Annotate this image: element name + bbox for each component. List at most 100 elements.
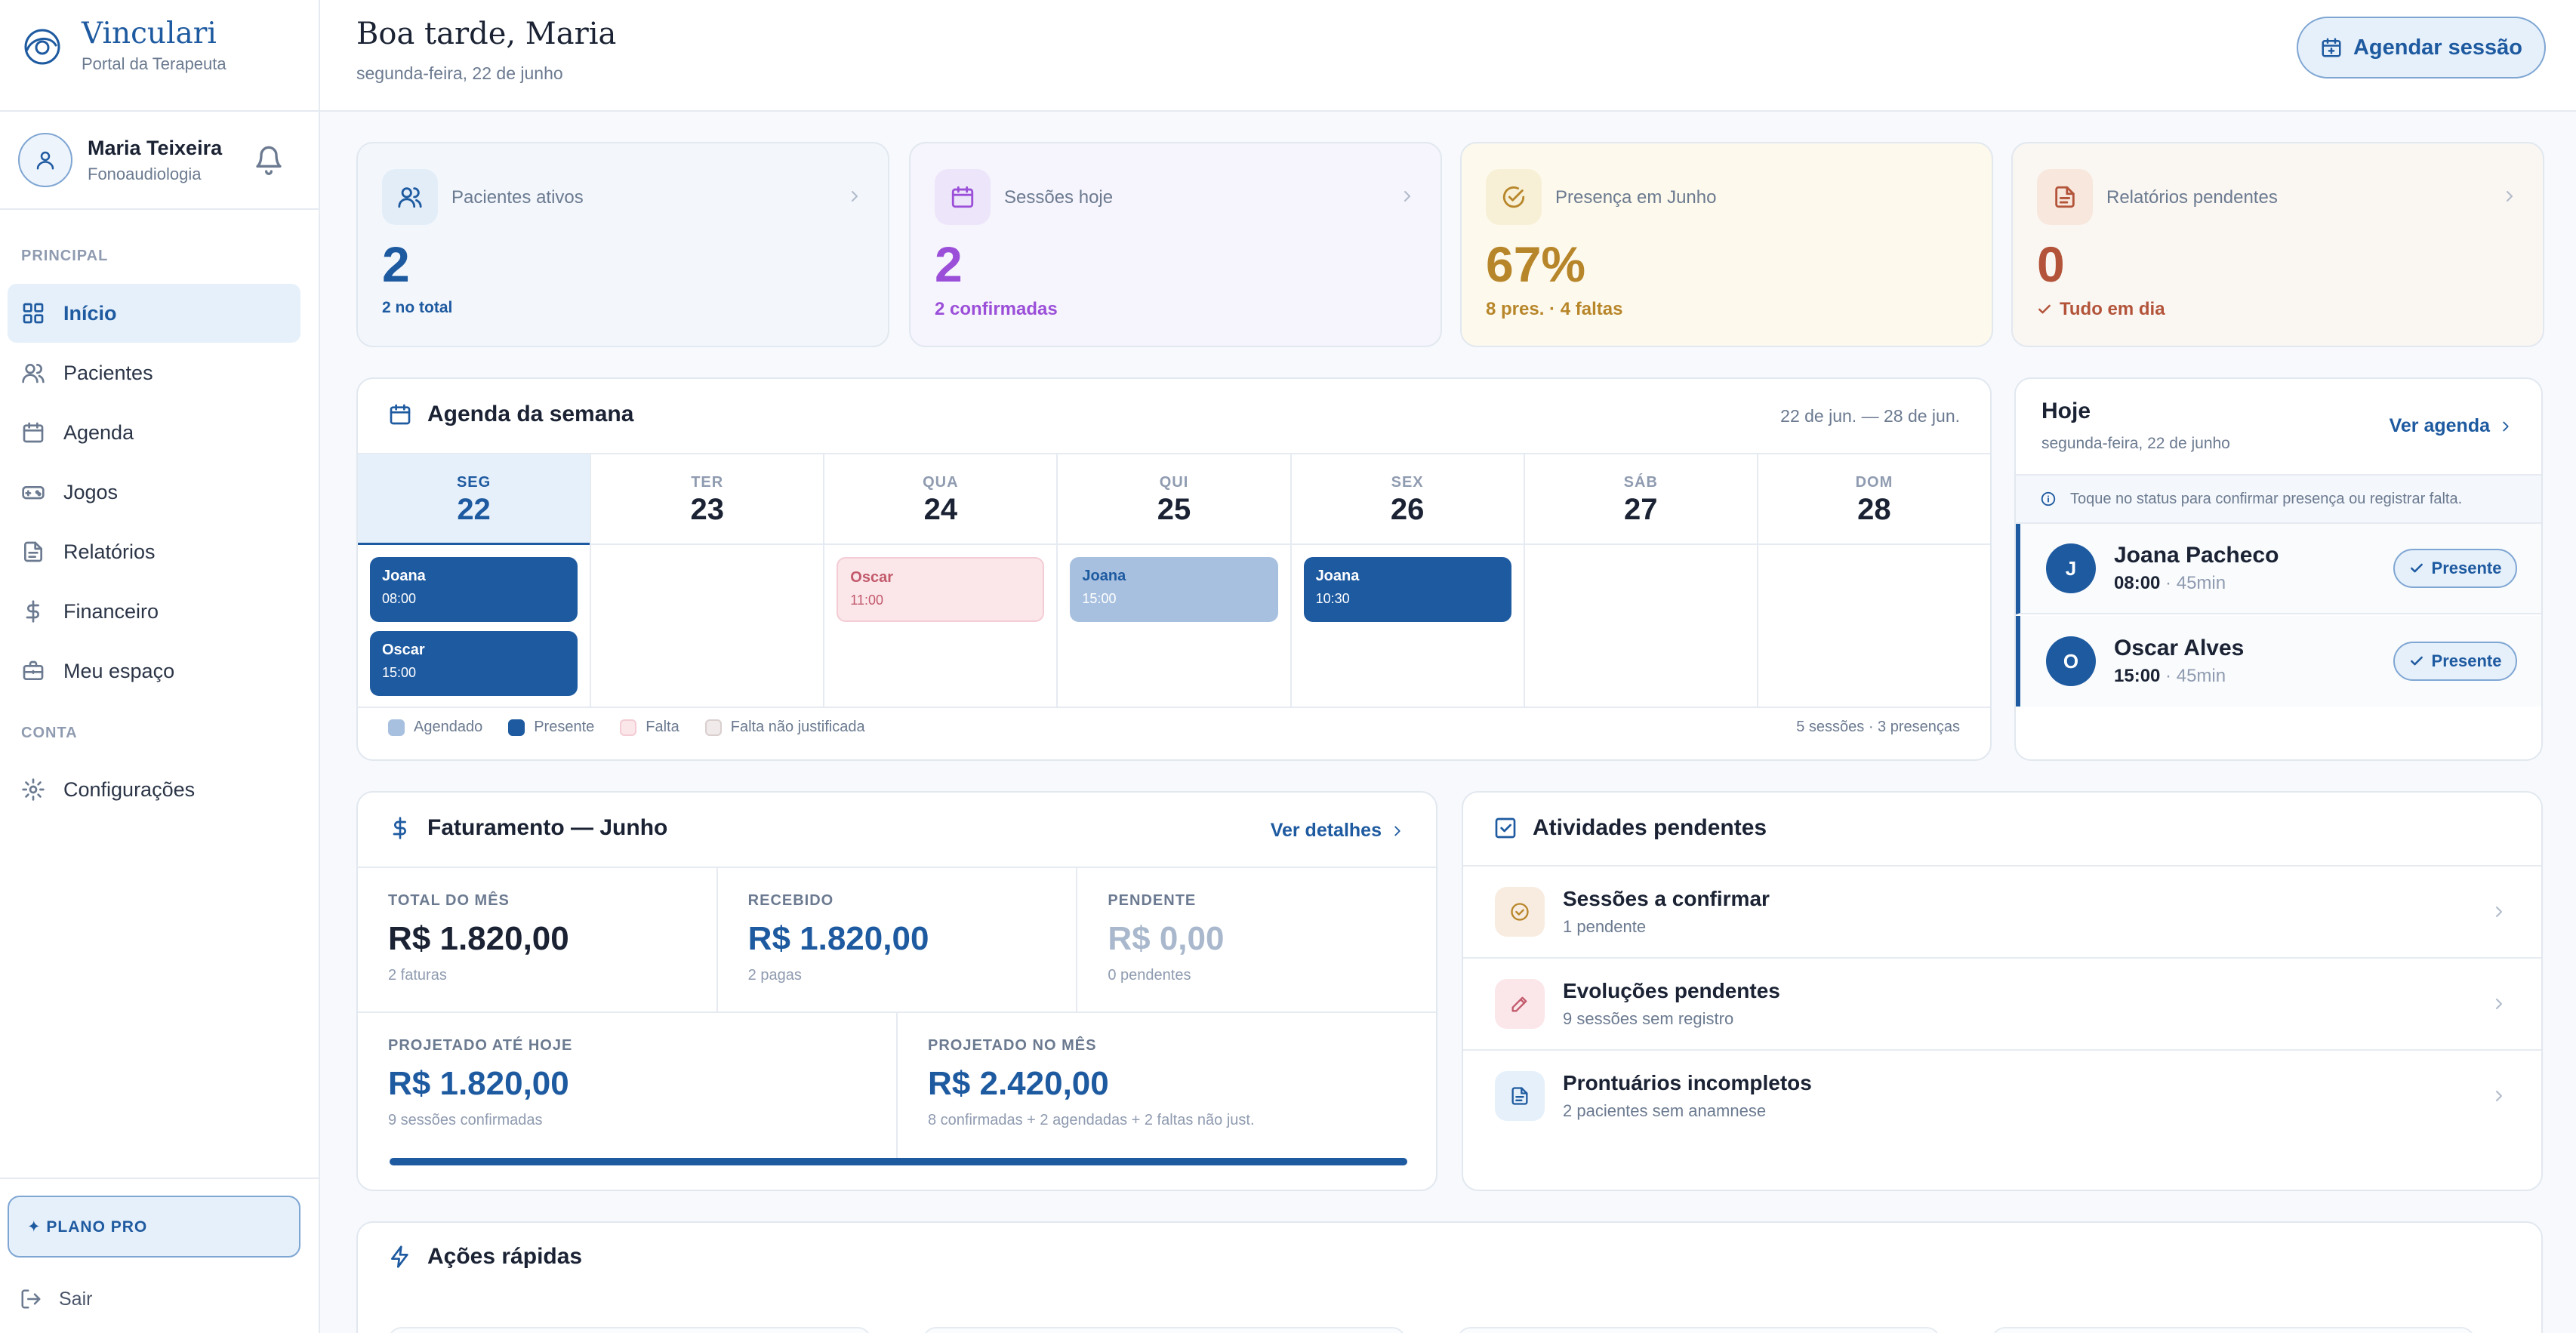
sidebar: Vinculari Portal da Terapeuta Maria Teix… bbox=[0, 0, 320, 1333]
session-time: 15:00 · 45min bbox=[2114, 666, 2226, 686]
pending-item-sub: 1 pendente bbox=[1563, 917, 1647, 936]
pending-title: Atividades pendentes bbox=[1493, 815, 1767, 841]
sidebar-item-label: Relatórios bbox=[63, 540, 156, 563]
quick-action-button[interactable] bbox=[1457, 1327, 1940, 1333]
stat-icon-box bbox=[935, 169, 991, 225]
pending-item-evolucoes[interactable]: Evoluções pendentes 9 sessões sem regist… bbox=[1463, 957, 2541, 1049]
check-icon bbox=[2038, 304, 2051, 314]
billing-label: PROJETADO NO MÊS bbox=[928, 1037, 1097, 1054]
session-event[interactable]: Oscar 11:00 bbox=[837, 557, 1045, 622]
billing-progress-bar bbox=[390, 1158, 1407, 1165]
day-number: 24 bbox=[923, 493, 958, 526]
pending-icon-box bbox=[1495, 1071, 1545, 1121]
status-button[interactable]: Presente bbox=[2393, 549, 2517, 588]
legend-label: Falta não justificada bbox=[730, 719, 865, 735]
sidebar-item-agenda[interactable]: Agenda bbox=[8, 403, 300, 462]
stat-value: 0 bbox=[2037, 236, 2065, 292]
users-icon bbox=[22, 364, 45, 383]
sidebar-item-inicio[interactable]: Início bbox=[8, 284, 300, 343]
day-column-seg[interactable]: SEG 22 Joana 08:00 Oscar 15:00 bbox=[358, 454, 592, 707]
user-role: Fonoaudiologia bbox=[88, 164, 202, 183]
dollar-icon bbox=[393, 817, 406, 839]
chevron-right-icon bbox=[852, 191, 858, 202]
billing-row: TOTAL DO MÊS R$ 1.820,00 2 faturas RECEB… bbox=[358, 867, 1436, 1013]
pending-item-prontuarios[interactable]: Prontuários incompletos 2 pacientes sem … bbox=[1463, 1049, 2541, 1141]
today-session-row[interactable]: J Joana Pacheco 08:00 · 45min Presente bbox=[2016, 524, 2541, 614]
legend-label: Falta bbox=[646, 719, 679, 735]
session-event[interactable]: Oscar 15:00 bbox=[370, 631, 578, 696]
billing-row: PROJETADO ATÉ HOJE R$ 1.820,00 9 sessões… bbox=[358, 1013, 1436, 1159]
sidebar-item-jogos[interactable]: Jogos bbox=[8, 463, 300, 522]
event-time: 15:00 bbox=[1082, 591, 1117, 606]
stat-value: 2 bbox=[935, 236, 963, 292]
brand[interactable]: Vinculari Portal da Terapeuta bbox=[20, 17, 226, 92]
day-column-sab[interactable]: SÁB 27 bbox=[1524, 454, 1758, 707]
today-session-row[interactable]: O Oscar Alves 15:00 · 45min Presente bbox=[2016, 616, 2541, 707]
stat-card-relatorios[interactable]: Relatórios pendentes 0 Tudo em dia bbox=[2011, 142, 2544, 347]
patient-name: Oscar Alves bbox=[2114, 636, 2245, 660]
sidebar-item-financeiro[interactable]: Financeiro bbox=[8, 582, 300, 641]
day-column-qui[interactable]: QUI 25 Joana 15:00 bbox=[1058, 454, 1292, 707]
day-header: QUA 24 bbox=[824, 454, 1057, 545]
check-icon bbox=[2410, 563, 2423, 573]
bell-icon[interactable] bbox=[254, 145, 284, 175]
pending-item-sessoes[interactable]: Sessões a confirmar 1 pendente bbox=[1463, 865, 2541, 957]
sidebar-item-label: Agenda bbox=[63, 420, 134, 444]
user-profile[interactable]: Maria Teixeira Fonoaudiologia bbox=[18, 131, 302, 189]
quick-action-button[interactable] bbox=[923, 1327, 1406, 1333]
quick-action-button[interactable] bbox=[1992, 1327, 2475, 1333]
sidebar-item-label: Meu espaço bbox=[63, 659, 175, 682]
event-patient: Oscar bbox=[850, 569, 893, 586]
today-card: Hoje segunda-feira, 22 de junho Ver agen… bbox=[2014, 377, 2543, 761]
sidebar-item-label: Financeiro bbox=[63, 599, 159, 623]
event-patient: Oscar bbox=[382, 642, 425, 658]
day-column-ter[interactable]: TER 23 bbox=[591, 454, 825, 707]
status-button[interactable]: Presente bbox=[2393, 642, 2517, 681]
day-column-qua[interactable]: QUA 24 Oscar 11:00 bbox=[824, 454, 1058, 707]
stat-card-sessoes[interactable]: Sessões hoje 2 2 confirmadas bbox=[909, 142, 1442, 347]
billing-cell-recebido: RECEBIDO R$ 1.820,00 2 pagas bbox=[718, 868, 1078, 1011]
sidebar-item-pacientes[interactable]: Pacientes bbox=[8, 343, 300, 402]
event-patient: Joana bbox=[1315, 568, 1360, 584]
pending-item-title: Prontuários incompletos bbox=[1563, 1071, 1812, 1094]
patient-name: Joana Pacheco bbox=[2114, 543, 2279, 568]
day-header: TER 23 bbox=[591, 454, 824, 545]
brand-name: Vinculari bbox=[82, 17, 217, 51]
view-details-link[interactable]: Ver detalhes bbox=[1271, 820, 1406, 842]
legend-swatch bbox=[388, 719, 405, 736]
quick-action-button[interactable] bbox=[388, 1327, 871, 1333]
gear-icon bbox=[22, 778, 45, 801]
logout-button[interactable]: Sair bbox=[20, 1288, 92, 1310]
day-header: SÁB 27 bbox=[1524, 454, 1757, 545]
day-column-sex[interactable]: SEX 26 Joana 10:30 bbox=[1291, 454, 1525, 707]
billing-sub: 2 pagas bbox=[747, 967, 802, 984]
sidebar-item-relatorios[interactable]: Relatórios bbox=[8, 522, 300, 581]
sidebar-item-label: Configurações bbox=[63, 777, 196, 801]
sidebar-item-configuracoes[interactable]: Configurações bbox=[8, 760, 300, 819]
schedule-session-button[interactable]: Agendar sessão bbox=[2297, 17, 2546, 79]
plan-badge[interactable]: ✦ PLANO PRO bbox=[8, 1196, 300, 1258]
stat-card-pacientes[interactable]: Pacientes ativos 2 2 no total bbox=[356, 142, 889, 347]
info-icon bbox=[2041, 491, 2056, 506]
file-icon bbox=[2055, 186, 2075, 208]
day-header: SEX 26 bbox=[1291, 454, 1524, 545]
week-agenda-title: Agenda da semana bbox=[388, 402, 633, 427]
pending-item-sub: 9 sessões sem registro bbox=[1563, 1009, 1734, 1028]
billing-sub: 0 pendentes bbox=[1108, 967, 1191, 984]
session-event[interactable]: Joana 08:00 bbox=[370, 557, 578, 622]
sidebar-item-meu-espaco[interactable]: Meu espaço bbox=[8, 642, 300, 700]
day-name: QUI bbox=[1159, 474, 1189, 491]
stat-value: 2 bbox=[382, 236, 410, 292]
stat-card-presenca[interactable]: Presença em Junho 67% 8 pres. · 4 faltas bbox=[1460, 142, 1993, 347]
stat-label: Sessões hoje bbox=[1004, 187, 1114, 208]
session-event[interactable]: Joana 15:00 bbox=[1070, 557, 1278, 622]
stat-value: 67% bbox=[1486, 236, 1586, 292]
session-event[interactable]: Joana 10:30 bbox=[1303, 557, 1511, 622]
section-label-conta: CONTA bbox=[21, 725, 78, 741]
billing-progress-fill bbox=[390, 1158, 1407, 1165]
view-agenda-link[interactable]: Ver agenda bbox=[2390, 415, 2514, 437]
day-column-dom[interactable]: DOM 28 bbox=[1758, 454, 1990, 707]
avatar bbox=[18, 133, 72, 187]
legend-label: Agendado bbox=[414, 719, 483, 735]
day-name: DOM bbox=[1855, 474, 1893, 491]
